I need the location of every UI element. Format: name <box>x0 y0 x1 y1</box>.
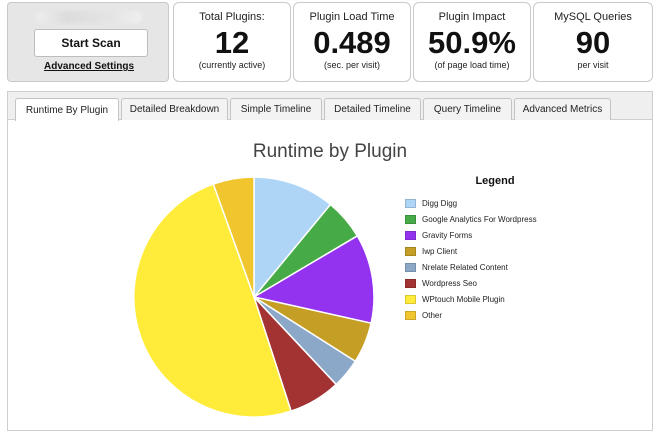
pie-slice-wptouch-mobile-plugin <box>133 183 293 418</box>
legend-swatch <box>405 310 416 320</box>
legend-label: Iwp Client <box>422 246 458 256</box>
legend-item: WPtouch Mobile Plugin <box>405 291 585 307</box>
legend-swatch <box>405 278 416 288</box>
legend-label: Digg Digg <box>422 198 458 208</box>
stat-sub: (of page load time) <box>434 60 510 70</box>
advanced-settings-link[interactable]: Advanced Settings <box>43 61 135 72</box>
tab-query-timeline[interactable]: Query Timeline <box>423 98 512 120</box>
stat-plugin-impact: Plugin Impact 50.9% (of page load time) <box>413 2 531 82</box>
tab-detailed-timeline[interactable]: Detailed Timeline <box>324 98 421 120</box>
legend-label: Nrelate Related Content <box>422 262 508 272</box>
stat-value: 12 <box>214 25 250 60</box>
stat-label: Plugin Load Time <box>309 11 395 23</box>
tab-simple-timeline[interactable]: Simple Timeline <box>230 98 322 120</box>
legend-item: Iwp Client <box>405 243 585 259</box>
stat-total-plugins: Total Plugins: 12 (currently active) <box>173 2 291 82</box>
stat-value: 0.489 <box>313 25 391 60</box>
legend-item: Gravity Forms <box>405 227 585 243</box>
legend-swatch <box>405 214 416 224</box>
stat-sub: per visit <box>577 60 609 70</box>
legend-swatch <box>405 198 416 208</box>
legend-swatch <box>405 294 416 304</box>
legend-label: WPtouch Mobile Plugin <box>422 294 505 304</box>
pie-slice-other <box>212 176 255 298</box>
stat-label: Total Plugins: <box>199 11 265 23</box>
legend-label: Other <box>422 310 443 320</box>
legend-swatch <box>405 230 416 240</box>
pie-chart <box>133 176 375 418</box>
start-scan-button[interactable]: Start Scan <box>34 29 148 57</box>
tab-advanced-metrics[interactable]: Advanced Metrics <box>514 98 611 120</box>
scan-panel: Start Scan Advanced Settings <box>7 2 169 82</box>
legend-label: Gravity Forms <box>422 230 473 240</box>
stat-value: 50.9% <box>428 25 516 60</box>
chart-legend: Legend Digg Digg Google Analytics For Wor… <box>405 175 585 323</box>
tab-bar: Runtime By Plugin Detailed Breakdown Sim… <box>8 92 652 121</box>
chart-title: Runtime by Plugin <box>252 141 408 162</box>
stat-value: 90 <box>575 25 611 60</box>
legend-label: Google Analytics For Wordpress <box>422 214 537 224</box>
results-panel: Runtime By Plugin Detailed Breakdown Sim… <box>7 91 653 431</box>
stat-label: MySQL Queries <box>554 11 632 23</box>
pie-slice-digg-digg <box>253 176 332 300</box>
stat-plugin-load-time: Plugin Load Time 0.489 (sec. per visit) <box>293 2 411 82</box>
stat-mysql-queries: MySQL Queries 90 per visit <box>533 2 653 82</box>
stat-label: Plugin Impact <box>438 11 506 23</box>
legend-swatch <box>405 262 416 272</box>
legend-label: Wordpress Seo <box>422 278 477 288</box>
stat-sub: (sec. per visit) <box>323 60 380 70</box>
pie-slice-gravity-forms <box>251 234 375 325</box>
tab-detailed-breakdown[interactable]: Detailed Breakdown <box>121 98 228 120</box>
tab-runtime-by-plugin[interactable]: Runtime By Plugin <box>15 98 119 121</box>
legend-item: Other <box>405 307 585 323</box>
blurred-site-name <box>36 11 142 23</box>
legend-swatch <box>405 246 416 256</box>
stat-sub: (currently active) <box>198 60 266 70</box>
legend-item: Nrelate Related Content <box>405 259 585 275</box>
legend-item: Digg Digg <box>405 195 585 211</box>
legend-item: Wordpress Seo <box>405 275 585 291</box>
legend-item: Google Analytics For Wordpress <box>405 211 585 227</box>
legend-title: Legend <box>475 175 515 187</box>
